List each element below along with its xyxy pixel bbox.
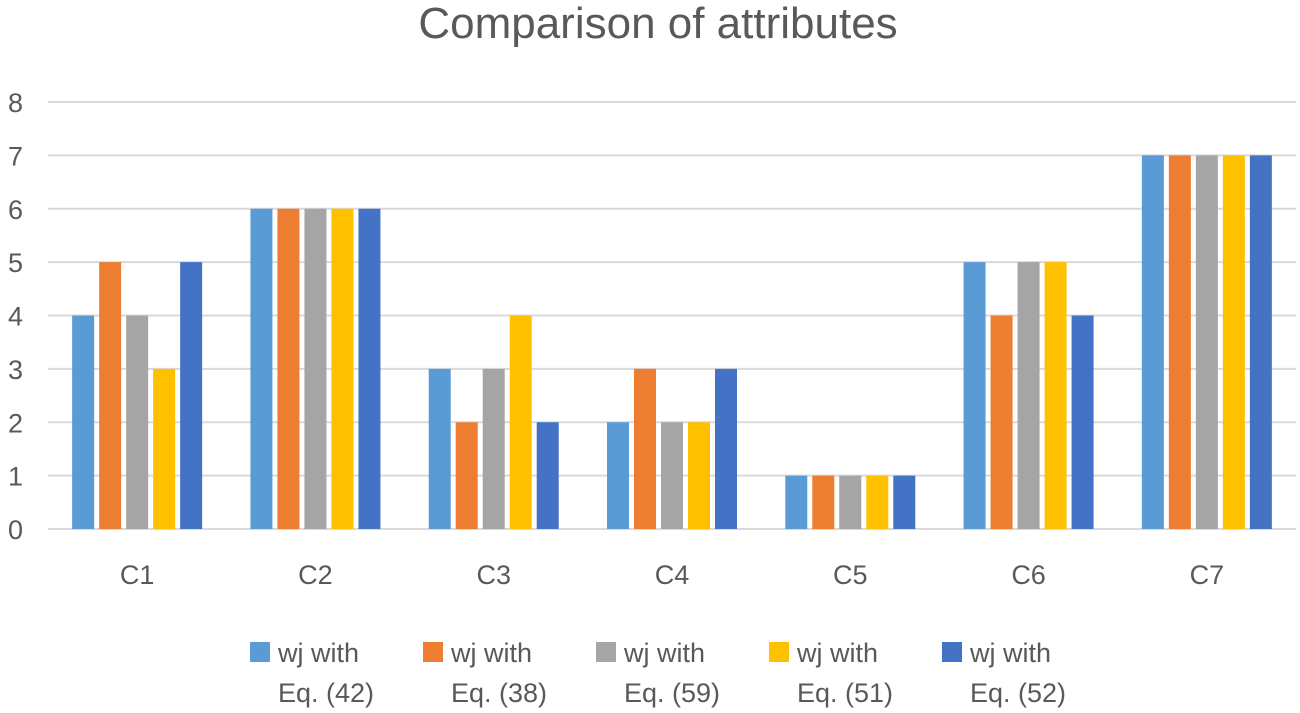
- y-tick-label: 0: [8, 515, 23, 545]
- legend-swatch: [596, 642, 616, 662]
- bar-C6-series-2: [990, 315, 1013, 529]
- x-tick-label: C1: [120, 560, 155, 590]
- bar-C5-series-2: [812, 475, 835, 529]
- bar-C3-series-4: [509, 315, 532, 529]
- x-tick-label: C4: [655, 560, 690, 590]
- legend-label: wj with: [623, 638, 705, 668]
- y-tick-label: 2: [8, 408, 23, 438]
- bar-C7-series-3: [1195, 155, 1218, 529]
- bar-C5-series-5: [893, 475, 916, 529]
- bar-C4-series-3: [661, 422, 683, 529]
- legend-swatch: [942, 642, 962, 662]
- bar-C6-series-5: [1071, 315, 1094, 529]
- bar-C4-series-4: [688, 422, 710, 529]
- bar-C3-series-1: [428, 368, 451, 529]
- legend: wj with Eq. (42) wj with Eq. (38) wj with Eq.…: [250, 638, 1066, 708]
- bar-C7-series-2: [1168, 155, 1191, 529]
- y-tick-label: 3: [8, 355, 23, 385]
- y-tick-label: 4: [8, 302, 23, 332]
- x-axis-ticks: C1 C2 C3 C4 C5 C6 C7: [120, 560, 1224, 590]
- bar-C4-series-2: [634, 368, 656, 529]
- bar-C2-series-4: [331, 208, 354, 529]
- bar-C3-series-3: [482, 368, 505, 529]
- legend-label: wj with: [277, 638, 359, 668]
- bar-C4-series-5: [715, 368, 737, 529]
- bar-C1-series-5: [180, 262, 203, 529]
- x-tick-label: C5: [833, 560, 868, 590]
- bar-C2-series-5: [358, 208, 381, 529]
- bar-C5-series-1: [785, 475, 808, 529]
- x-tick-label: C7: [1190, 560, 1225, 590]
- bar-C6-series-1: [963, 262, 986, 529]
- y-tick-label: 6: [8, 195, 23, 225]
- legend-label: Eq. (59): [624, 678, 720, 708]
- legend-swatch: [769, 642, 789, 662]
- bar-C6-series-4: [1044, 262, 1067, 529]
- bar-C1-series-4: [153, 368, 176, 529]
- legend-swatch: [423, 642, 443, 662]
- x-tick-label: C3: [476, 560, 511, 590]
- bar-C1-series-3: [126, 315, 149, 529]
- bar-C3-series-5: [536, 422, 559, 529]
- bar-C2-series-2: [277, 208, 300, 529]
- bars: [72, 155, 1272, 529]
- chart-title: Comparison of attributes: [418, 0, 897, 48]
- bar-C7-series-4: [1222, 155, 1245, 529]
- y-tick-label: 7: [8, 141, 23, 171]
- legend-label: wj with: [969, 638, 1051, 668]
- legend-label: Eq. (51): [797, 678, 893, 708]
- bar-C6-series-3: [1017, 262, 1040, 529]
- y-tick-label: 8: [8, 88, 23, 118]
- legend-label: wj with: [450, 638, 532, 668]
- legend-label: Eq. (38): [451, 678, 547, 708]
- x-tick-label: C2: [298, 560, 333, 590]
- bar-C2-series-3: [304, 208, 327, 529]
- bar-C3-series-2: [455, 422, 478, 529]
- x-tick-label: C6: [1011, 560, 1046, 590]
- legend-label: Eq. (42): [278, 678, 374, 708]
- legend-swatch: [250, 642, 270, 662]
- legend-label: wj with: [796, 638, 878, 668]
- legend-label: Eq. (52): [970, 678, 1066, 708]
- bar-C1-series-2: [99, 262, 122, 529]
- bar-C7-series-5: [1249, 155, 1272, 529]
- y-tick-label: 1: [8, 462, 23, 492]
- bar-C5-series-4: [866, 475, 889, 529]
- bar-C7-series-1: [1141, 155, 1164, 529]
- y-axis-ticks: 0 1 2 3 4 5 6 7 8: [8, 88, 23, 545]
- bar-C2-series-1: [250, 208, 273, 529]
- y-tick-label: 5: [8, 248, 23, 278]
- bar-C1-series-1: [72, 315, 95, 529]
- bar-C5-series-3: [839, 475, 862, 529]
- bar-C4-series-1: [607, 422, 629, 529]
